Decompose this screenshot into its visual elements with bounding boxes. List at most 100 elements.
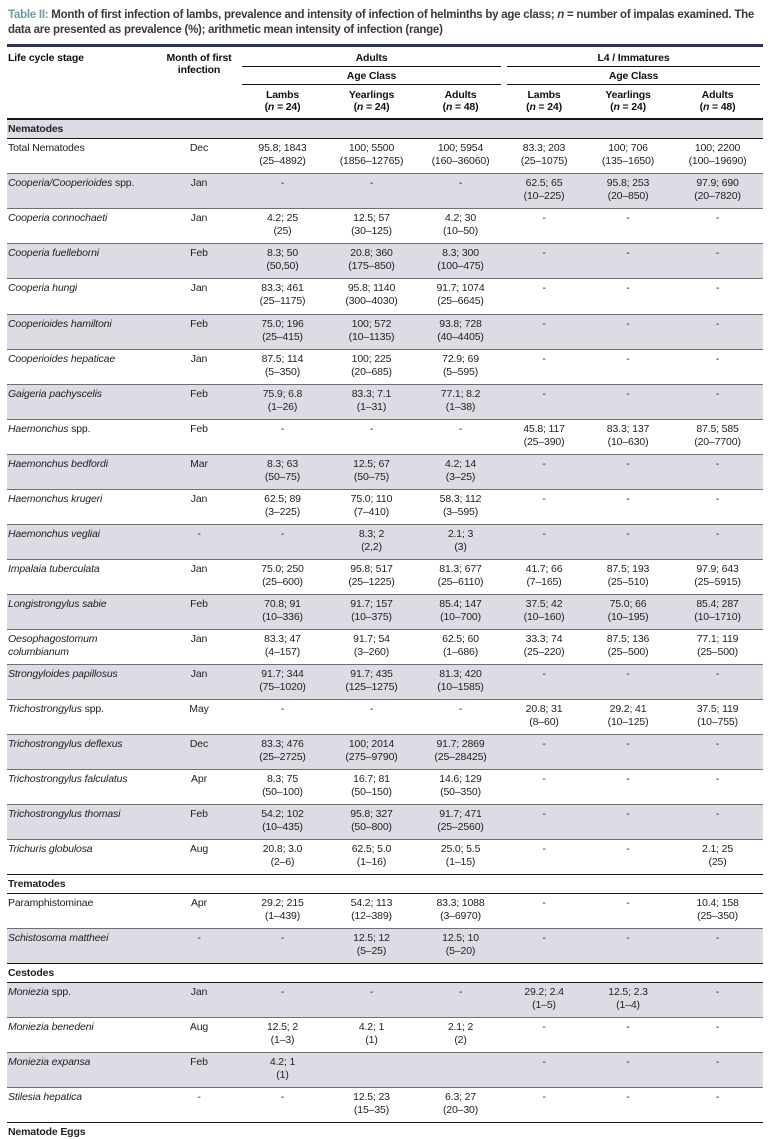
data-cell: 54.2; 102 (10–435) [239, 803, 326, 840]
data-cell: - [504, 348, 585, 385]
subcol-header: Adults (n = 48) [417, 85, 505, 121]
table-row: Schistosoma mattheei - -12.5; 12 (5–25) 12.5… [7, 928, 764, 964]
data-cell: - [504, 523, 585, 560]
data-cell: - [672, 348, 764, 385]
data-cell: 91.7; 1074 (25–6645) [417, 278, 505, 314]
month-cell: - [159, 523, 239, 560]
data-cell: 100; 572 (10–1135) [326, 313, 417, 350]
data-cell: 83.3; 476 (25–2725) [239, 733, 326, 770]
table-row: Strongyloides papillosus Jan 91.7; 344 (75–… [7, 663, 764, 700]
species-cell: Cooperioides hepaticae [7, 348, 159, 385]
section-title: Nematodes [7, 118, 764, 140]
data-cell: - [584, 1087, 673, 1123]
section-title: Cestodes [7, 963, 764, 984]
table-caption: Table II: Month of first infection of la… [0, 0, 770, 44]
data-cell: 77.1; 8.2 (1–38) [417, 383, 505, 420]
data-cell: 77.1; 119 (25–500) [672, 628, 764, 665]
data-cell: 91.7; 157 (10–375) [326, 593, 417, 630]
data-cell: 91.7; 2869 (25–28425) [417, 733, 505, 770]
data-cell: 29.2; 215 (1–439) [239, 892, 326, 929]
species-cell: Haemonchus vegliai [7, 523, 159, 560]
data-cell: - [584, 488, 673, 525]
data-cell: - [672, 928, 764, 964]
month-cell: Jan [159, 982, 239, 1018]
header-row-groups: Life cycle stage Month of first infectio… [7, 45, 763, 121]
table-row: Paramphistominae Apr 29.2; 215 (1–439) 54.2;… [7, 892, 764, 929]
data-cell: 93.8; 728 (40–4405) [417, 313, 505, 350]
data-cell: 100; 2014 (275–9790) [326, 733, 417, 770]
data-cell: 62.5; 89 (3–225) [239, 488, 326, 525]
data-cell: - [504, 733, 585, 770]
data-cell: - [672, 208, 764, 244]
data-cell: - [326, 982, 417, 1018]
data-cell: - [504, 208, 585, 244]
data-cell: - [584, 523, 673, 560]
data-cell: 87.5; 585 (20–7700) [672, 418, 764, 455]
data-cell: - [672, 243, 764, 279]
data-cell: - [504, 838, 585, 875]
data-cell: 91.7; 344 (75–1020) [239, 663, 326, 700]
species-cell: Moniezia expansa [7, 1052, 159, 1088]
data-cell: - [584, 453, 673, 490]
header-row-subcols: Lambs (n = 24) Yearlings (n = 24) Adults (n… [7, 85, 764, 121]
data-cell: 95.8; 1140 (300–4030) [326, 278, 417, 314]
table-row: Gaigeria pachyscelis Feb 75.9; 6.8 (1–26) 83… [7, 383, 764, 420]
species-cell: Impalaia tuberculata [7, 558, 159, 595]
data-cell: - [584, 208, 673, 244]
table-caption-text: Month of first infection of lambs, preva… [8, 9, 755, 37]
month-cell: Dec [159, 138, 239, 174]
table-row: Stilesia hepatica - -12.5; 23 (15–35) 6.3; 2… [7, 1087, 764, 1123]
month-cell: Feb [159, 383, 239, 420]
data-cell: - [504, 383, 585, 420]
data-cell: 54.2; 113 (12–389) [326, 892, 417, 929]
data-cell: 12.5; 57 (30–125) [326, 208, 417, 244]
data-cell: 12.5; 23 (15–35) [326, 1087, 417, 1123]
month-cell: Feb [159, 418, 239, 455]
data-cell: - [584, 383, 673, 420]
data-cell: - [504, 488, 585, 525]
table-row: Trichostrongylus deflexus Dec 83.3; 476 (25… [7, 733, 764, 770]
data-cell: 100; 2200 (100–19690) [672, 138, 764, 174]
species-cell: Moniezia benedeni [7, 1017, 159, 1053]
data-cell: - [584, 892, 673, 929]
month-cell: Dec [159, 733, 239, 770]
month-cell: Jan [159, 628, 239, 665]
data-cell: 100; 225 (20–685) [326, 348, 417, 385]
month-cell: Jan [159, 208, 239, 244]
species-cell: Stilesia hepatica [7, 1087, 159, 1123]
data-cell: - [239, 698, 326, 735]
data-cell: 97.9; 690 (20–7820) [672, 173, 764, 209]
data-cell: 29.2; 41 (10–125) [584, 698, 673, 735]
data-cell: - [672, 1087, 764, 1123]
section-header-row: Cestodes [7, 963, 764, 984]
age-class-header-adults: Age Class [239, 67, 504, 86]
data-cell: 4.2; 1 (1) [239, 1052, 326, 1088]
species-cell: Schistosoma mattheei [7, 928, 159, 964]
species-cell: Gaigeria pachyscelis [7, 383, 159, 420]
species-cell: Trichostrongylus thomasi [7, 803, 159, 840]
data-cell: - [584, 1017, 673, 1053]
col-header-month: Month of first infection [159, 45, 239, 121]
table-row: Moniezia spp. Jan - - -29.2; 2.4 (1–5) 12.5; 2… [7, 982, 764, 1018]
table-caption-label: Table II: [8, 9, 49, 21]
data-cell: - [326, 418, 417, 455]
table-header: Life cycle stage Month of first infectio… [7, 45, 764, 121]
month-cell: Jan [159, 558, 239, 595]
data-cell: 97.9; 643 (25–5915) [672, 558, 764, 595]
data-cell: - [672, 663, 764, 700]
data-cell: 41.7; 66 (7–165) [504, 558, 585, 595]
table-body: Nematodes Total Nematodes Dec 95.8; 1843 (25… [7, 118, 764, 1139]
data-cell: 91.7; 435 (125–1275) [326, 663, 417, 700]
data-cell: 8.3; 300 (100–475) [417, 243, 505, 279]
month-cell: Aug [159, 1017, 239, 1053]
data-cell: - [672, 453, 764, 490]
species-cell: Paramphistominae [7, 892, 159, 929]
species-cell: Cooperia hungi [7, 278, 159, 314]
table-row: Trichostrongylus spp. May - - -20.8; 31 (8–60… [7, 698, 764, 735]
subcol-header: Lambs (n = 24) [239, 85, 326, 121]
data-cell: 10.4; 158 (25–350) [672, 892, 764, 929]
table-row: Total Nematodes Dec 95.8; 1843 (25–4892) 100… [7, 138, 764, 174]
data-cell: 85.4; 287 (10–1710) [672, 593, 764, 630]
data-cell: - [584, 803, 673, 840]
